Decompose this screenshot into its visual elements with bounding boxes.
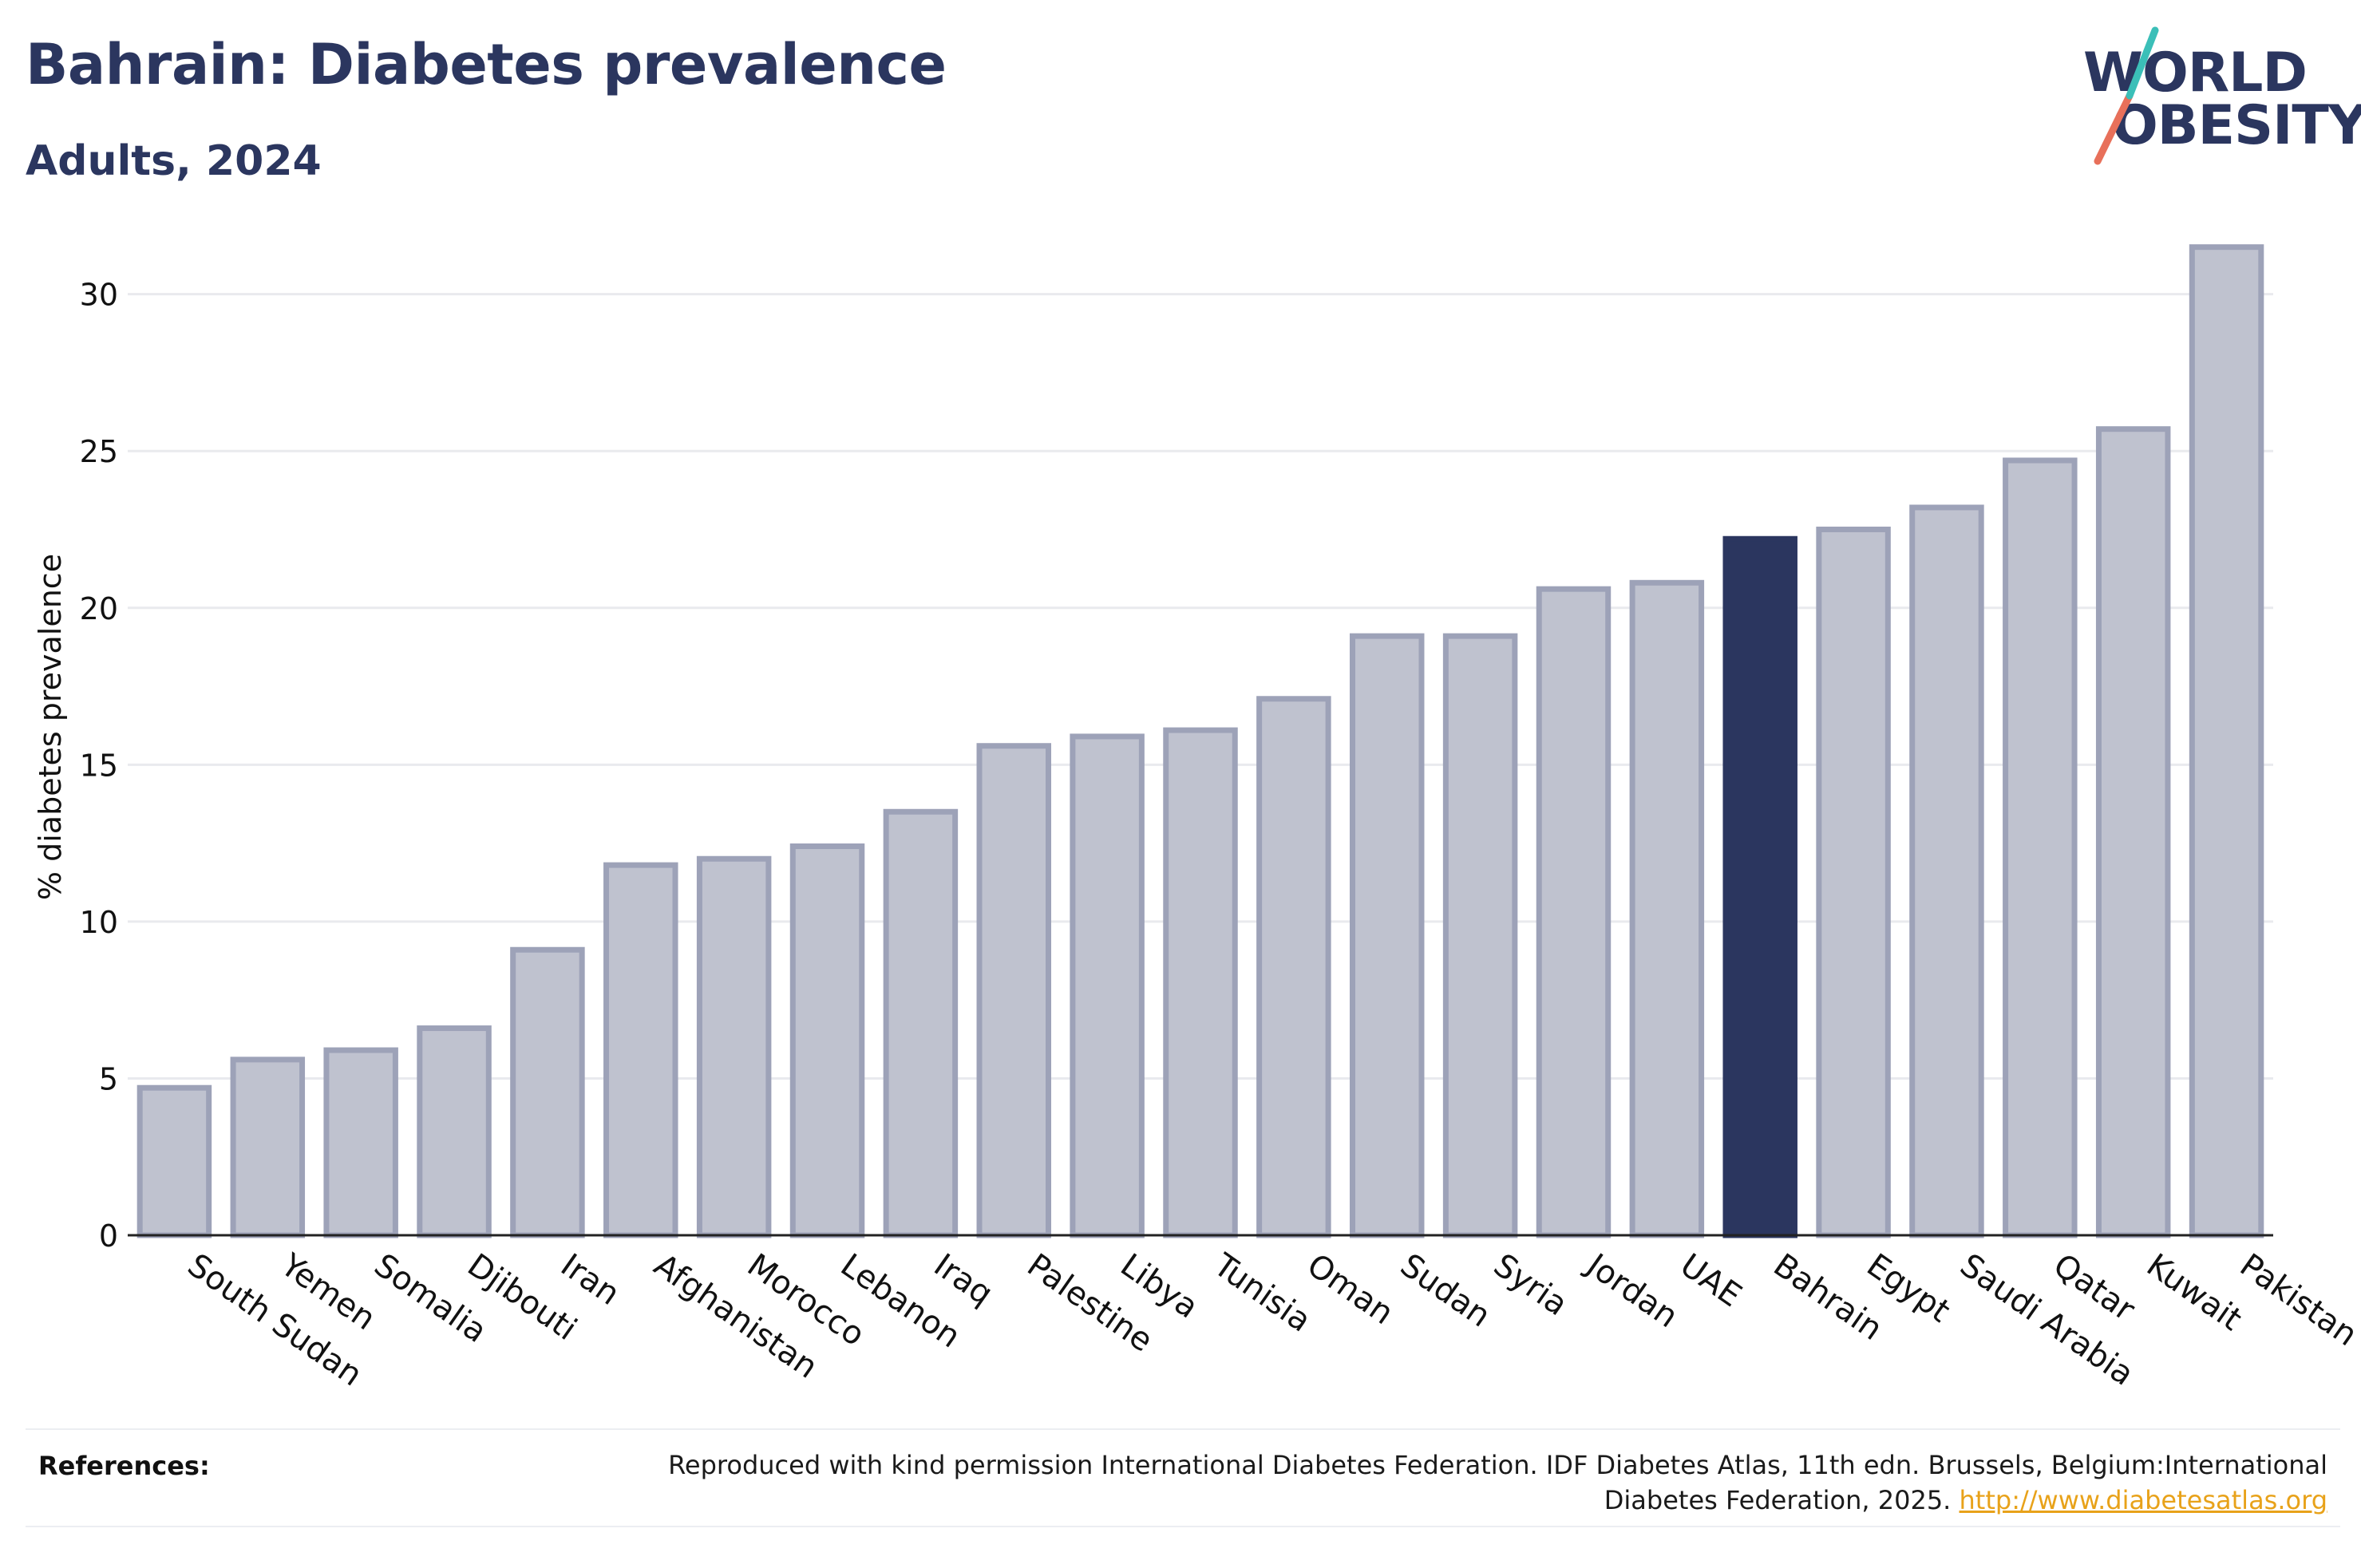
y-tick-label: 5	[99, 1061, 118, 1096]
bar-chart: 0 5 10 15 20 25 30 South SudanYemenSomaliaDjib…	[33, 244, 2361, 1394]
bar[interactable]	[1256, 696, 1331, 1238]
bar[interactable]	[2095, 426, 2171, 1238]
bar[interactable]	[1816, 526, 1891, 1238]
bar[interactable]	[789, 843, 865, 1238]
x-tick-label: Syria	[1487, 1247, 1574, 1324]
bar[interactable]	[323, 1047, 398, 1238]
references-body: Reproduced with kind permission Internat…	[668, 1450, 2327, 1515]
bar[interactable]	[696, 855, 772, 1238]
y-tick-label: 25	[80, 434, 118, 469]
bar[interactable]	[230, 1057, 306, 1238]
bar-highlighted[interactable]	[1722, 535, 1797, 1238]
bar[interactable]	[2003, 457, 2078, 1238]
logo-line-2: OBESITY	[2112, 94, 2361, 157]
y-tick-label: 0	[99, 1218, 118, 1254]
y-axis-label: % diabetes prevalence	[33, 554, 68, 900]
bar[interactable]	[1349, 633, 1425, 1238]
chart-subtitle: Adults, 2024	[26, 137, 322, 185]
x-tick-label: Iraq	[927, 1247, 999, 1313]
x-tick-label: Kuwait	[2140, 1247, 2248, 1338]
x-tick-label: Oman	[1300, 1247, 1400, 1333]
x-tick-label: Iran	[554, 1247, 626, 1313]
x-tick-label: Pakistan	[2233, 1247, 2361, 1354]
world-obesity-logo[interactable]: WORLD OBESITY	[2083, 24, 2361, 168]
chart-title: Bahrain: Diabetes prevalence	[26, 32, 947, 97]
x-tick-label: Jordan	[1578, 1246, 1684, 1335]
y-tick-label: 30	[80, 278, 118, 313]
references-link[interactable]: http://www.diabetesatlas.org	[1959, 1485, 2327, 1515]
y-tick-labels: 0 5 10 15 20 25 30	[80, 278, 118, 1254]
references-text: Reproduced with kind permission Internat…	[571, 1448, 2327, 1518]
x-tick-label: Tunisia	[1206, 1246, 1317, 1340]
bar[interactable]	[2189, 244, 2264, 1238]
bar[interactable]	[1909, 504, 1984, 1238]
bar[interactable]	[136, 1084, 212, 1238]
bar[interactable]	[1629, 579, 1705, 1238]
bar[interactable]	[1163, 727, 1238, 1238]
bar[interactable]	[1070, 733, 1145, 1238]
x-tick-label: UAE	[1674, 1247, 1748, 1315]
logo-line-1: WORLD	[2083, 41, 2308, 105]
bar[interactable]	[883, 808, 959, 1238]
y-tick-label: 10	[80, 905, 118, 940]
bar[interactable]	[510, 946, 585, 1238]
bars	[136, 244, 2264, 1238]
references-divider-top	[26, 1428, 2340, 1430]
references-label: References:	[38, 1451, 210, 1481]
bar[interactable]	[417, 1025, 492, 1238]
bar[interactable]	[976, 743, 1052, 1238]
bar[interactable]	[1536, 586, 1612, 1238]
bar[interactable]	[1442, 633, 1518, 1238]
references-divider-bottom	[26, 1526, 2340, 1527]
x-tick-label: Sudan	[1394, 1247, 1497, 1335]
logo-slash-icon	[2094, 26, 2159, 165]
y-tick-label: 15	[80, 748, 118, 783]
bar[interactable]	[603, 862, 678, 1238]
y-tick-label: 20	[80, 591, 118, 626]
